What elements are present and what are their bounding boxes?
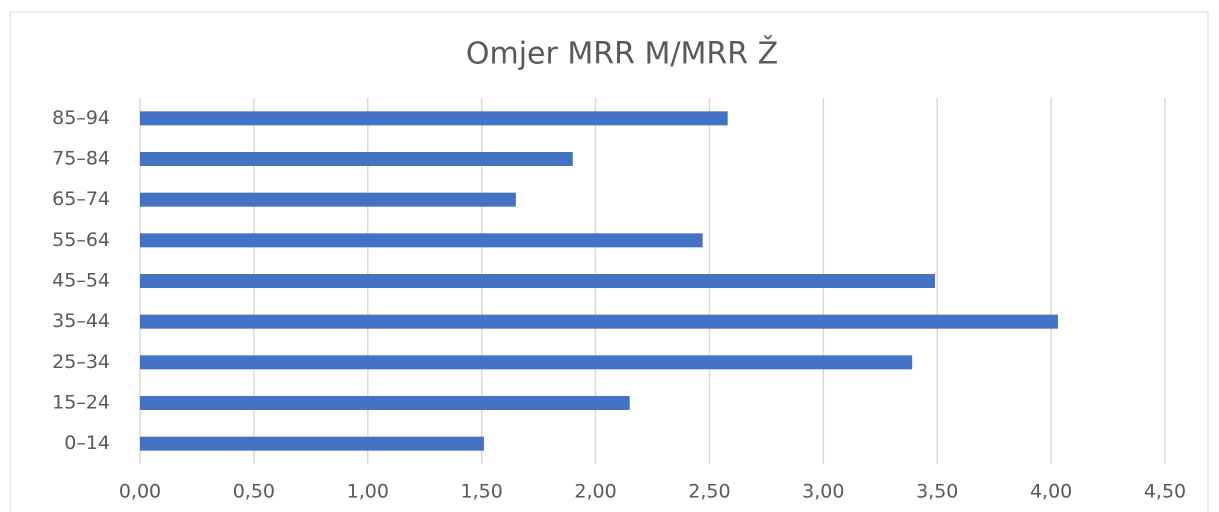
y-tick-label: 15–24 (52, 392, 110, 414)
chart-title: Omjer MRR M/MRR Ž (466, 36, 778, 72)
bar (140, 274, 935, 288)
y-tick-label: 0–14 (64, 432, 110, 454)
bar (140, 396, 630, 410)
y-tick-label: 35–44 (52, 310, 110, 332)
chart-border (9, 11, 1209, 512)
x-tick-label: 3,00 (802, 481, 844, 503)
bar (140, 355, 913, 370)
y-tick-label: 55–64 (52, 229, 110, 251)
x-tick-label: 3,50 (916, 481, 958, 503)
bar (140, 192, 516, 207)
x-tick-label: 0,50 (233, 481, 275, 503)
x-tick-label: 0,00 (119, 481, 161, 503)
y-tick-label: 85–94 (52, 107, 110, 129)
x-tick-label: 1,50 (461, 481, 503, 503)
x-tick-label: 2,50 (688, 481, 730, 503)
bar (140, 233, 703, 248)
y-tick-label: 75–84 (52, 148, 110, 170)
bar (140, 436, 484, 451)
x-tick-label: 4,50 (1144, 481, 1186, 503)
bar (140, 152, 573, 166)
y-tick-label: 65–74 (52, 188, 110, 210)
y-tick-label: 25–34 (52, 351, 110, 373)
y-tick-label: 45–54 (52, 270, 110, 292)
x-tick-label: 1,00 (347, 481, 389, 503)
bar (140, 314, 1058, 329)
x-tick-label: 2,00 (574, 481, 616, 503)
bar (140, 111, 728, 126)
x-tick-label: 4,00 (1030, 481, 1072, 503)
